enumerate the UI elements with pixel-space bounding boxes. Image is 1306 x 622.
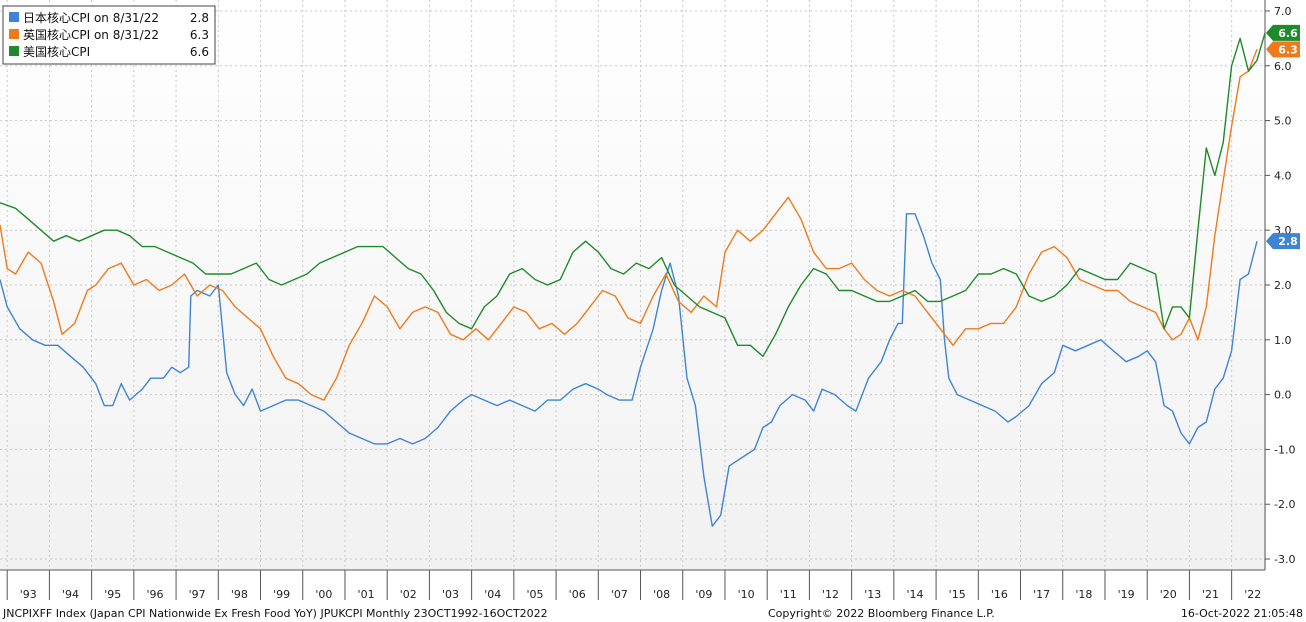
end-tag-shape bbox=[1266, 233, 1300, 250]
x-tick-label: '16 bbox=[991, 588, 1008, 601]
x-tick-label: '04 bbox=[484, 588, 501, 601]
x-tick-label: '18 bbox=[1075, 588, 1092, 601]
end-tag-label: 6.3 bbox=[1278, 43, 1298, 56]
x-tick-label: '10 bbox=[738, 588, 755, 601]
footer-timestamp: 16-Oct-2022 21:05:48 bbox=[1181, 607, 1303, 620]
series-line-us bbox=[0, 32, 1266, 357]
y-axis: 7.06.05.04.03.02.01.00.0-1.0-2.0-3.0 bbox=[1264, 0, 1295, 570]
footer-copyright: Copyright© 2022 Bloomberg Finance L.P. bbox=[768, 607, 995, 620]
x-tick-label: '07 bbox=[611, 588, 628, 601]
x-tick-label: '93 bbox=[20, 588, 37, 601]
y-tick-label: -3.0 bbox=[1274, 553, 1295, 566]
y-tick-label: 7.0 bbox=[1274, 5, 1292, 18]
legend-label-uk: 英国核心CPI on 8/31/22 bbox=[23, 28, 159, 42]
x-tick-label: '03 bbox=[442, 588, 459, 601]
x-tick-label: '09 bbox=[695, 588, 712, 601]
legend-swatch-us bbox=[9, 46, 19, 56]
legend-swatch-uk bbox=[9, 29, 19, 39]
x-tick-label: '05 bbox=[526, 588, 543, 601]
x-tick-label: '15 bbox=[949, 588, 966, 601]
x-tick-label: '14 bbox=[906, 588, 923, 601]
x-tick-label: '06 bbox=[569, 588, 586, 601]
y-tick-label: 2.0 bbox=[1274, 279, 1292, 292]
x-tick-label: '08 bbox=[653, 588, 670, 601]
y-tick-label: 6.0 bbox=[1274, 60, 1292, 73]
y-tick-label: 4.0 bbox=[1274, 169, 1292, 182]
x-tick-label: '94 bbox=[62, 588, 79, 601]
x-tick-label: '13 bbox=[864, 588, 881, 601]
end-tag-us: 6.6 bbox=[1266, 24, 1300, 41]
legend-label-japan: 日本核心CPI on 8/31/22 bbox=[23, 11, 159, 25]
legend-label-us: 美国核心CPI bbox=[23, 45, 90, 59]
legend-value-uk: 6.3 bbox=[190, 28, 209, 42]
legend-box bbox=[2, 5, 216, 65]
x-axis: '93 '94 '95 '96 '97 '98 '99 '00 '01 '02 '03 '04 '05 '… bbox=[0, 569, 1265, 601]
x-tick-label: '02 bbox=[400, 588, 417, 601]
end-tag-label: 2.8 bbox=[1278, 235, 1298, 248]
x-tick-label: '20 bbox=[1160, 588, 1177, 601]
x-tick-label: '12 bbox=[822, 588, 839, 601]
x-tick-label: '96 bbox=[146, 588, 163, 601]
x-tick-label: '11 bbox=[780, 588, 797, 601]
end-tag-japan: 2.8 bbox=[1266, 233, 1300, 250]
end-tag-label: 6.6 bbox=[1278, 27, 1298, 40]
footer-source: JNCPIXFF Index (Japan CPI Nationwide Ex … bbox=[2, 607, 548, 620]
legend-value-us: 6.6 bbox=[190, 45, 209, 59]
legend-value-japan: 2.8 bbox=[190, 11, 209, 25]
x-tick-label: '98 bbox=[231, 588, 248, 601]
x-tick-label: '21 bbox=[1202, 588, 1219, 601]
end-tag-shape bbox=[1266, 24, 1300, 41]
x-tick-label: '22 bbox=[1244, 588, 1261, 601]
legend: 日本核心CPI on 8/31/22 2.8 英国核心CPI on 8/31/2… bbox=[2, 5, 216, 65]
legend-swatch-japan bbox=[9, 12, 19, 22]
x-tick-label: '00 bbox=[315, 588, 332, 601]
end-tags: 2.8 6.3 6.6 bbox=[1266, 24, 1300, 250]
x-tick-label: '17 bbox=[1033, 588, 1050, 601]
series-layer bbox=[0, 32, 1266, 527]
end-tag-uk: 6.3 bbox=[1266, 41, 1300, 58]
end-tag-shape bbox=[1266, 41, 1300, 58]
y-tick-label: 1.0 bbox=[1274, 334, 1292, 347]
y-tick-label: -1.0 bbox=[1274, 443, 1295, 456]
x-tick-label: '95 bbox=[104, 588, 121, 601]
x-tick-label: '97 bbox=[189, 588, 206, 601]
x-tick-label: '01 bbox=[358, 588, 375, 601]
x-tick-label: '99 bbox=[273, 588, 290, 601]
series-line-uk bbox=[0, 49, 1258, 401]
y-tick-label: -2.0 bbox=[1274, 498, 1295, 511]
x-tick-label: '19 bbox=[1118, 588, 1135, 601]
series-line-japan bbox=[0, 213, 1258, 527]
y-tick-label: 0.0 bbox=[1274, 389, 1292, 402]
y-tick-label: 5.0 bbox=[1274, 115, 1292, 128]
